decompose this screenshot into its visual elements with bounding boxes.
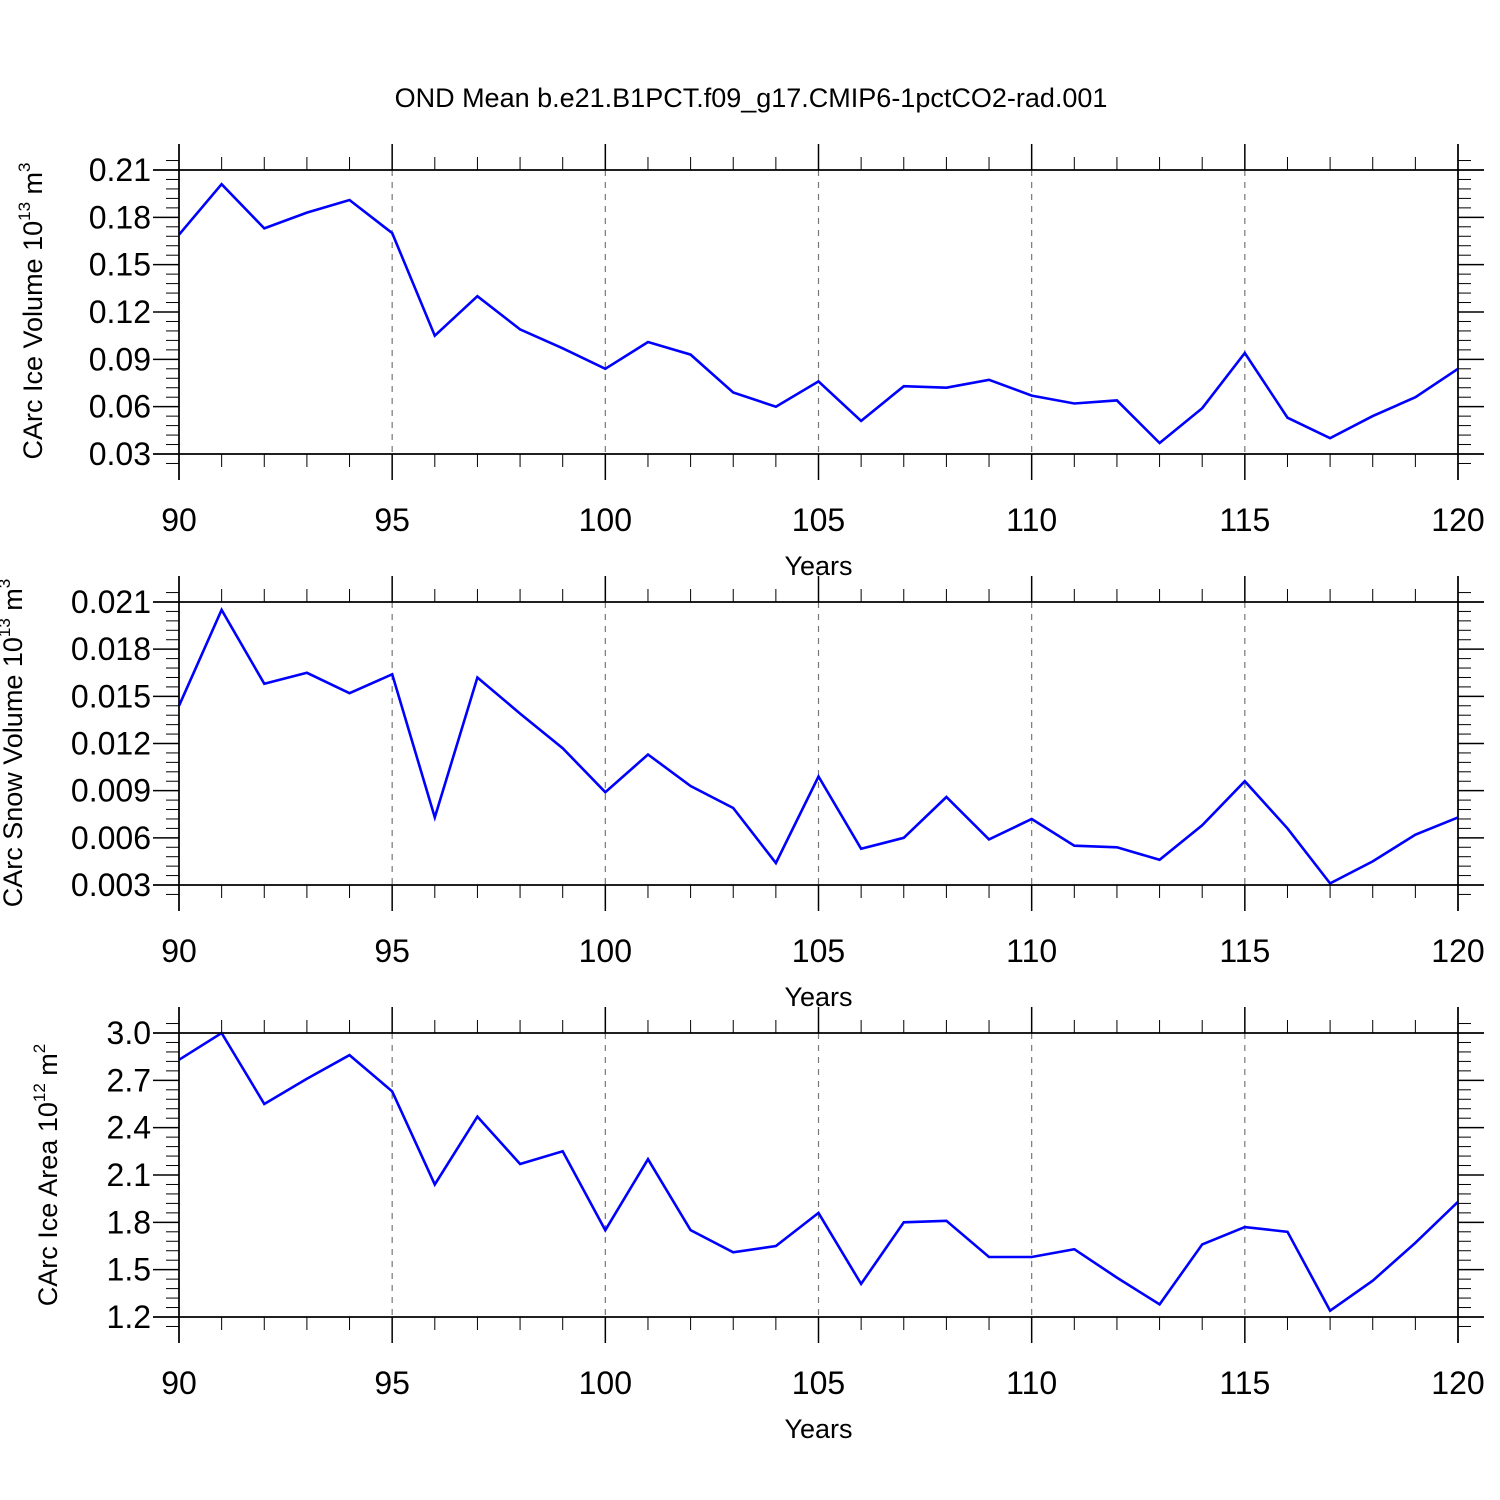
y-tick-label: 0.021: [71, 584, 151, 620]
x-tick-label: 95: [374, 933, 410, 969]
y-tick-label: 0.09: [89, 341, 151, 377]
x-tick-label: 110: [1006, 502, 1057, 538]
x-tick-label: 120: [1431, 933, 1484, 969]
y-tick-label: 2.7: [107, 1062, 151, 1098]
chart-panel-3: 1.2 1.5 1.8 2.1 2.4 2.7 3.0 90 95 100 105 110 115 120…: [30, 1007, 1485, 1444]
x-tick-label: 90: [161, 502, 197, 538]
y-tick-label: 2.4: [107, 1110, 151, 1146]
y-tick-label: 0.009: [71, 773, 151, 809]
y-tick-label: 2.1: [107, 1157, 151, 1193]
x-tick-label: 100: [579, 502, 632, 538]
y-tick-label: 0.12: [89, 294, 151, 330]
y-tick-label: 0.06: [89, 389, 151, 425]
x-tick-label: 100: [579, 1365, 632, 1401]
y-tick-label: 0.03: [89, 436, 151, 472]
y-tick-label: 1.8: [107, 1204, 151, 1240]
chart-panel-1: 0.03 0.06 0.09 0.12 0.15 0.18 0.21 90 95 100 105 11…: [15, 144, 1485, 581]
x-tick-label: 95: [374, 502, 410, 538]
y-tick-label: 0.015: [71, 678, 151, 714]
x-axis-label: Years: [784, 1414, 852, 1444]
x-tick-label: 115: [1219, 1365, 1270, 1401]
x-tick-label: 95: [374, 1365, 410, 1401]
plot-frame: [178, 1032, 1459, 1318]
y-axis-label: CArc Ice Volume 1013 m3: [15, 162, 48, 459]
y-tick-label: 0.006: [71, 820, 151, 856]
y-tick-label: 0.003: [71, 867, 151, 903]
chart-panel-2: 0.003 0.006 0.009 0.012 0.015 0.018 0.021 90 95 1…: [0, 576, 1485, 1012]
x-tick-label: 120: [1431, 1365, 1484, 1401]
series-line-3: [178, 1031, 1459, 1313]
x-tick-label: 105: [792, 502, 845, 538]
y-tick-label: 0.15: [89, 247, 151, 283]
x-tick-label: 110: [1006, 1365, 1057, 1401]
x-tick-label: 90: [161, 933, 197, 969]
y-tick-label: 3.0: [107, 1015, 151, 1051]
y-tick-label: 0.012: [71, 726, 151, 762]
x-tick-label: 90: [161, 1365, 197, 1401]
x-tick-label: 110: [1006, 933, 1057, 969]
series-line-1: [178, 182, 1459, 445]
y-tick-label: 0.018: [71, 631, 151, 667]
x-tick-label: 105: [792, 933, 845, 969]
y-tick-label: 0.21: [89, 152, 151, 188]
x-tick-label: 100: [579, 933, 632, 969]
y-tick-label: 1.5: [107, 1252, 151, 1288]
x-tick-label: 105: [792, 1365, 845, 1401]
series-line-2: [177, 607, 1459, 886]
y-axis-label: CArc Ice Area 1012 m2: [30, 1044, 63, 1307]
x-tick-label: 115: [1219, 933, 1270, 969]
plot-frame: [178, 169, 1459, 455]
figure-title: OND Mean b.e21.B1PCT.f09_g17.CMIP6-1pctC…: [395, 83, 1108, 113]
y-axis-label: CArc Snow Volume 1013 m3: [0, 579, 28, 908]
plot-frame: [178, 601, 1459, 886]
x-tick-label: 115: [1219, 502, 1270, 538]
x-tick-label: 120: [1431, 502, 1484, 538]
y-tick-label: 0.18: [89, 199, 151, 235]
y-tick-label: 1.2: [107, 1299, 151, 1335]
